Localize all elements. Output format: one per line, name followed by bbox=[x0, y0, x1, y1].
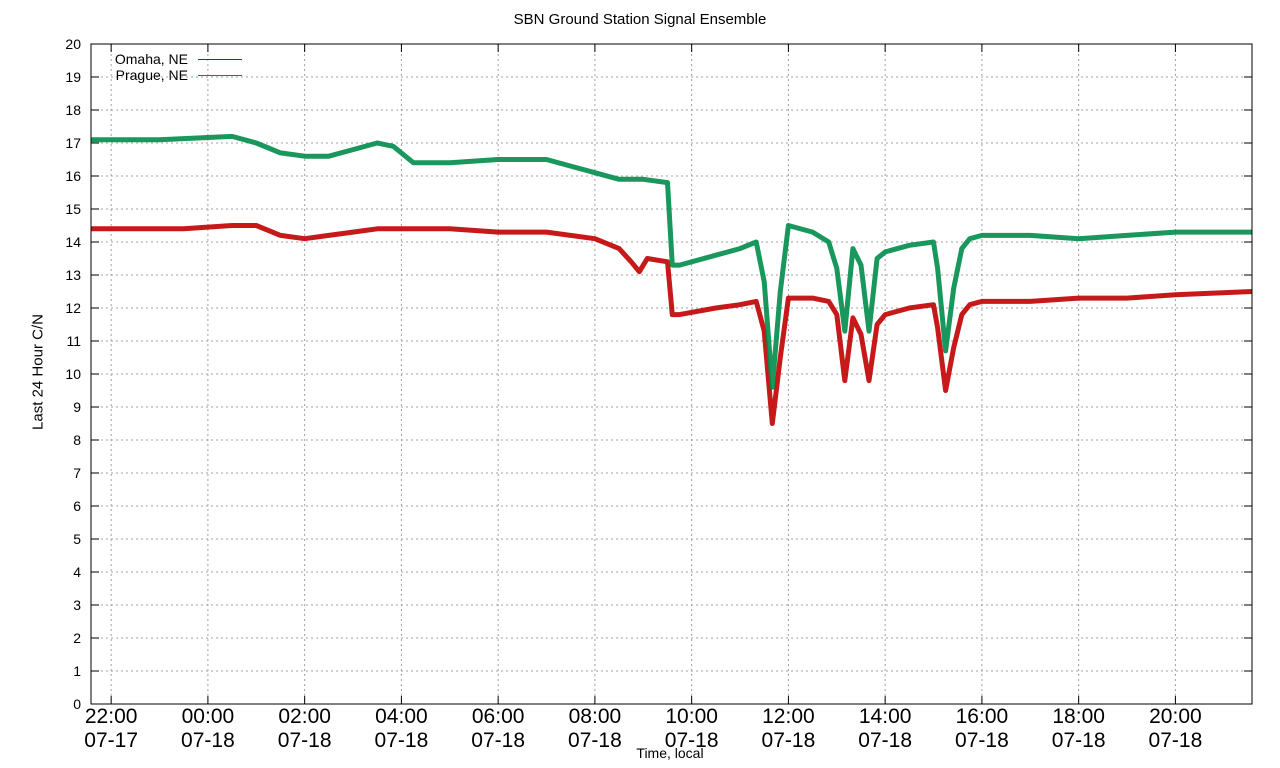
y-tick-label: 14 bbox=[65, 234, 81, 250]
x-tick-label-time: 06:00 bbox=[472, 705, 525, 728]
axis-ticks: 0123456789101112131415161718192022:0007-… bbox=[65, 36, 1252, 752]
y-tick-label: 15 bbox=[65, 201, 81, 217]
series-lines bbox=[91, 133, 1253, 426]
plot-frame bbox=[90, 43, 1253, 705]
y-tick-label: 16 bbox=[65, 168, 81, 184]
y-tick-label: 20 bbox=[65, 36, 81, 52]
legend-label: Prague, NE bbox=[115, 67, 188, 83]
x-tick-label-time: 14:00 bbox=[859, 705, 912, 728]
x-tick-label-date: 07-18 bbox=[955, 729, 1009, 752]
x-tick-label-date: 07-18 bbox=[1052, 729, 1106, 752]
y-tick-label: 10 bbox=[65, 366, 81, 382]
chart-title: SBN Ground Station Signal Ensemble bbox=[513, 11, 767, 28]
grid-lines bbox=[91, 44, 1252, 704]
y-tick-label: 11 bbox=[66, 333, 81, 349]
x-tick-label-time: 16:00 bbox=[956, 705, 1009, 728]
y-tick-label: 4 bbox=[73, 564, 81, 580]
x-tick-label-time: 02:00 bbox=[278, 705, 331, 728]
x-tick-label-date: 07-17 bbox=[84, 729, 138, 752]
y-tick-label: 8 bbox=[73, 432, 81, 448]
x-tick-label-date: 07-18 bbox=[471, 729, 525, 752]
x-tick-label-date: 07-18 bbox=[278, 729, 332, 752]
x-tick-label-time: 00:00 bbox=[182, 705, 235, 728]
x-tick-label-date: 07-18 bbox=[181, 729, 235, 752]
y-tick-label: 3 bbox=[73, 597, 81, 613]
y-tick-label: 17 bbox=[65, 135, 81, 151]
legend-label: Omaha, NE bbox=[114, 51, 188, 67]
legend-swatch bbox=[198, 75, 242, 76]
x-tick-label-date: 07-18 bbox=[665, 729, 719, 752]
x-tick-label-time: 18:00 bbox=[1052, 705, 1105, 728]
x-tick-label-time: 20:00 bbox=[1149, 705, 1202, 728]
y-tick-label: 12 bbox=[65, 300, 81, 316]
y-tick-label: 6 bbox=[73, 498, 81, 514]
legend-swatch bbox=[198, 59, 242, 60]
y-tick-label: 13 bbox=[65, 267, 81, 283]
x-tick-label-time: 04:00 bbox=[375, 705, 428, 728]
x-tick-label-time: 08:00 bbox=[569, 705, 622, 728]
y-tick-label: 0 bbox=[73, 696, 81, 712]
x-tick-label-time: 12:00 bbox=[762, 705, 815, 728]
y-tick-label: 18 bbox=[65, 102, 81, 118]
x-tick-label-date: 07-18 bbox=[1149, 729, 1203, 752]
x-tick-label-time: 10:00 bbox=[665, 705, 718, 728]
y-tick-label: 9 bbox=[73, 399, 81, 415]
x-tick-label-time: 22:00 bbox=[85, 705, 138, 728]
y-tick-label: 7 bbox=[73, 465, 81, 481]
x-tick-label-date: 07-18 bbox=[568, 729, 622, 752]
y-tick-label: 2 bbox=[73, 630, 81, 646]
y-tick-label: 1 bbox=[73, 663, 81, 679]
x-axis-label: Time, local bbox=[636, 745, 704, 761]
y-tick-label: 19 bbox=[65, 69, 81, 85]
series-line-prague bbox=[91, 133, 1252, 390]
y-tick-label: 5 bbox=[73, 531, 81, 547]
series-line-omaha bbox=[91, 223, 1253, 426]
y-axis-label: Last 24 Hour C/N bbox=[29, 314, 47, 430]
x-tick-label-date: 07-18 bbox=[762, 729, 816, 752]
x-tick-label-date: 07-18 bbox=[375, 729, 429, 752]
x-tick-label-date: 07-18 bbox=[858, 729, 912, 752]
